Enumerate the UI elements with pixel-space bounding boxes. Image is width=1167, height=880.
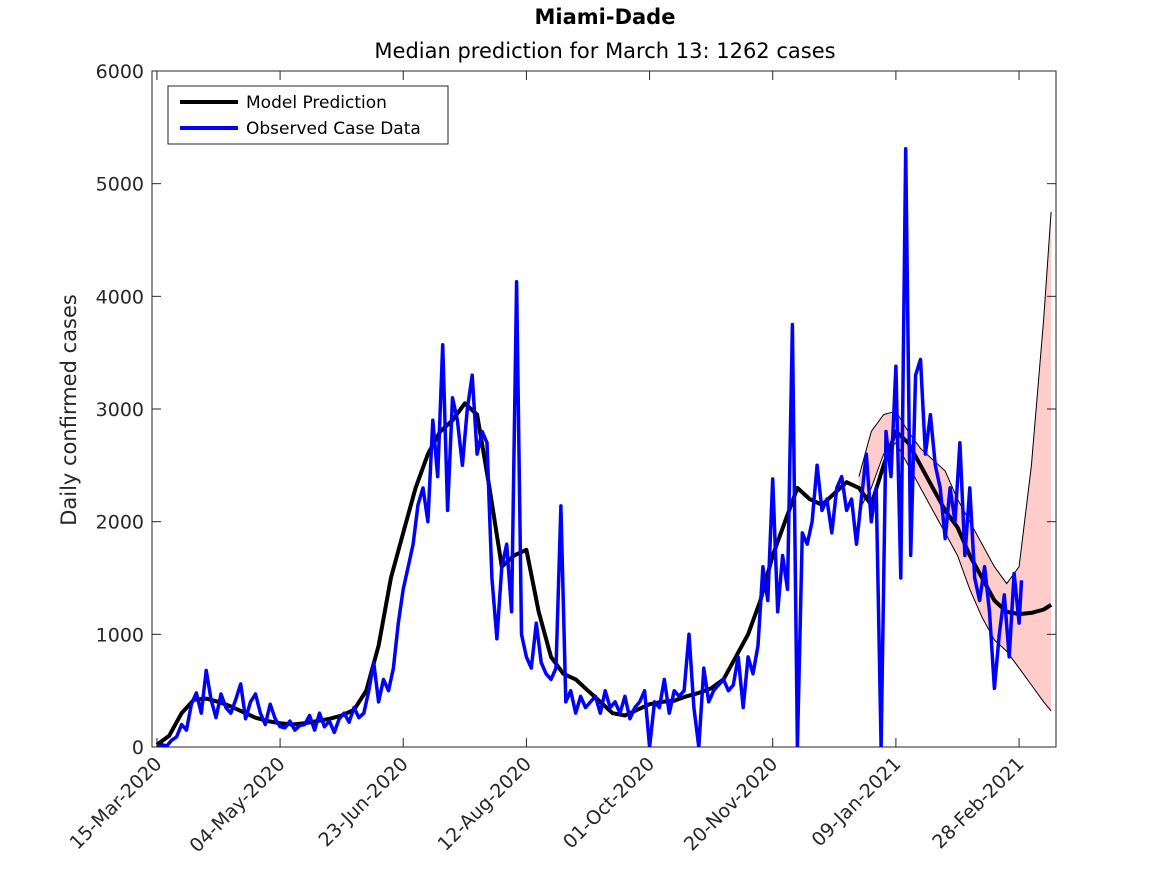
x-tick-label: 15-Mar-2020 [65, 753, 166, 854]
y-tick-label: 6000 [96, 61, 144, 83]
series-lines [155, 146, 1053, 747]
y-tick-label: 0 [132, 737, 144, 759]
x-tick-label: 12-Aug-2020 [433, 753, 535, 855]
legend-label-observed-case-data: Observed Case Data [246, 119, 421, 139]
y-tick-label: 4000 [96, 286, 144, 308]
y-tick-label: 1000 [96, 624, 144, 646]
x-tick-label: 04-May-2020 [186, 753, 290, 857]
y-tick-label: 2000 [96, 512, 144, 534]
axes-box [151, 70, 1057, 748]
series-line-observed-case-data [156, 146, 1024, 747]
chart-subtitle: Median prediction for March 13: 1262 cas… [374, 39, 835, 63]
plot-area: 0 1000 2000 3000 4000 5000 6000 15-Mar-2020 04-M… [65, 61, 1057, 857]
y-tick-label: 3000 [96, 399, 144, 421]
chart-title: Miami-Dade [535, 5, 676, 29]
legend-label-model-prediction: Model Prediction [246, 93, 387, 113]
x-tick-label: 09-Jan-2021 [807, 753, 905, 851]
legend: Model Prediction Observed Case Data [167, 85, 449, 145]
x-tick-label: 23-Jun-2020 [314, 753, 412, 851]
prediction-band-fill [858, 211, 1052, 711]
x-tick-label: 28-Feb-2021 [928, 753, 1028, 853]
y-tick-label: 5000 [96, 174, 144, 196]
x-tick-label: 20-Nov-2020 [680, 753, 782, 855]
x-tick-label: 01-Oct-2020 [559, 753, 659, 853]
y-axis-label: Daily confirmed cases [57, 294, 81, 526]
legend-box [167, 85, 449, 145]
